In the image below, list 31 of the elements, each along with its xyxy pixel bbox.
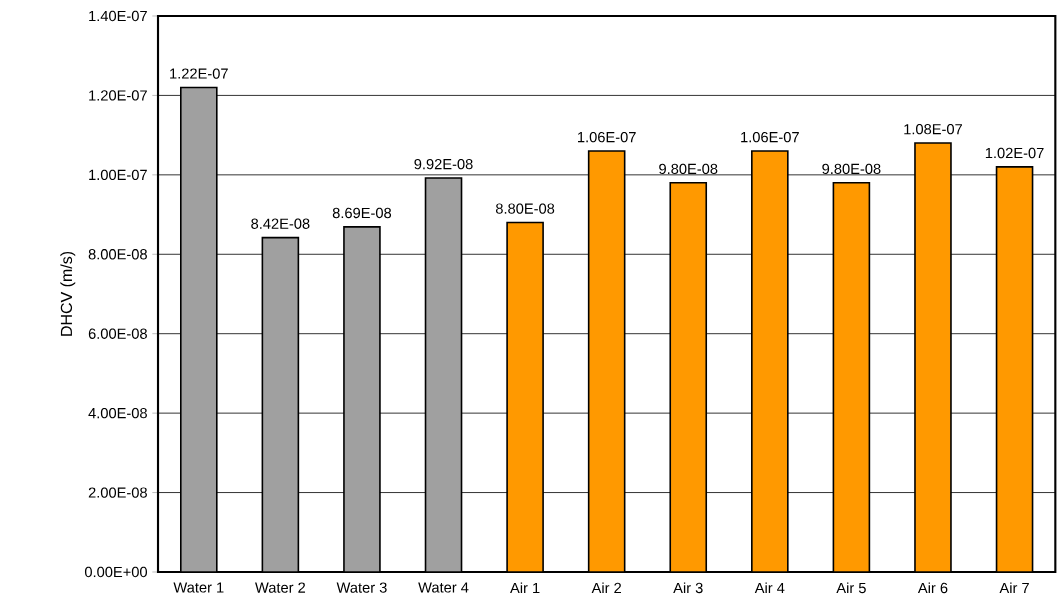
x-tick-label: Water 4 <box>418 582 469 593</box>
y-tick-label: 1.00E-07 <box>89 169 147 181</box>
data-label: 8.69E-08 <box>332 207 392 219</box>
y-tick-label: 1.40E-07 <box>89 10 147 22</box>
y-tick-label: 8.00E-08 <box>88 249 147 260</box>
x-tick-label: Water 3 <box>336 582 387 593</box>
data-label: 9.80E-08 <box>659 163 718 175</box>
data-label: 9.92E-08 <box>414 158 473 170</box>
y-tick-label: 0.00E+00 <box>84 566 148 578</box>
y-tick-label: 4.00E-08 <box>88 407 147 419</box>
data-label: 9.80E-08 <box>822 163 881 175</box>
y-tick-label: 6.00E-08 <box>88 328 147 339</box>
x-tick-label: Air 7 <box>999 582 1029 594</box>
data-label: 1.06E-07 <box>578 131 636 143</box>
x-tick-label: Air 6 <box>917 582 948 594</box>
y-axis-title: DHCV (m/s) <box>60 251 76 336</box>
x-tick-label: Air 3 <box>673 582 703 594</box>
data-label: 1.08E-07 <box>904 124 962 135</box>
x-tick-label: Water 2 <box>255 582 306 593</box>
x-tick-label: Air 4 <box>754 582 785 594</box>
y-tick-label: 1.20E-07 <box>89 90 147 101</box>
x-tick-label: Air 5 <box>836 582 866 594</box>
x-tick-label: Water 1 <box>173 582 224 593</box>
data-label: 1.22E-07 <box>170 68 228 79</box>
data-label: 1.06E-07 <box>741 131 799 143</box>
data-label: 8.80E-08 <box>495 203 555 214</box>
y-tick-label: 2.00E-08 <box>88 487 147 498</box>
x-tick-label: Air 1 <box>510 582 540 594</box>
data-label: 1.02E-07 <box>985 147 1044 159</box>
x-tick-label: Air 2 <box>591 582 621 594</box>
data-label: 8.42E-08 <box>251 218 310 229</box>
